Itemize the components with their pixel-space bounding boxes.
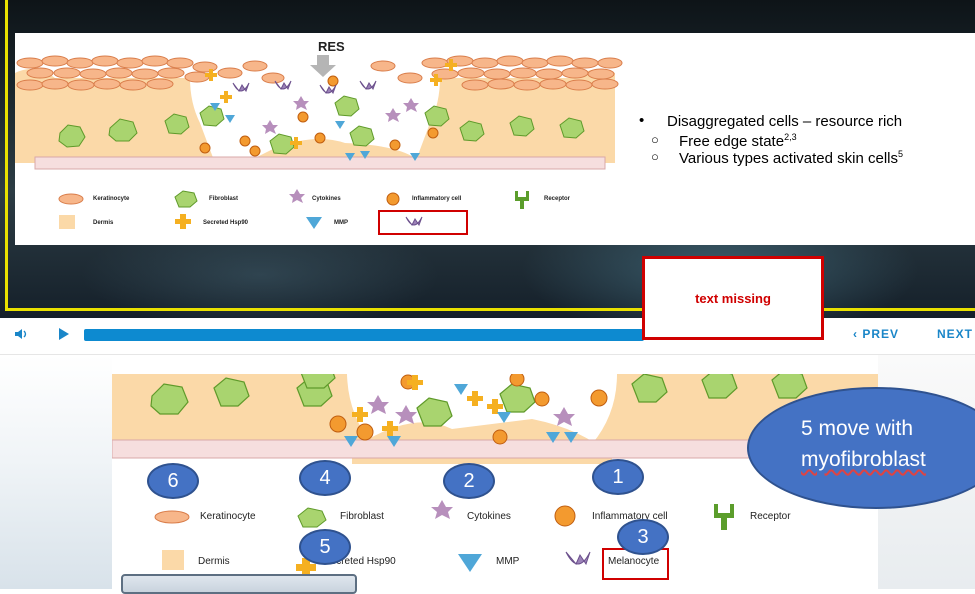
legend-hsp90: Secreted Hsp90	[203, 220, 249, 226]
wound-diagram	[15, 55, 623, 229]
volume-icon[interactable]	[14, 327, 30, 341]
legend-cytokines: Cytokines	[312, 196, 341, 202]
slide-frame	[5, 0, 975, 311]
bullet-sub1-ref: 2,3	[784, 132, 797, 142]
zoom-legend-hsp90: Secreted Hsp90	[324, 556, 396, 567]
next-button[interactable]: NEXT	[937, 327, 973, 341]
bullet-dot-icon: •	[639, 112, 645, 129]
play-icon[interactable]	[58, 328, 70, 340]
background-fade	[0, 355, 112, 589]
bullet-circle-icon: ○	[651, 132, 659, 147]
next-label: NEXT	[937, 327, 974, 341]
callout-line-1: 5 move with	[801, 417, 914, 440]
overlay-panel[interactable]	[121, 574, 357, 594]
marker-2: 2	[443, 463, 495, 499]
bullet-main: Disaggregated cells – resource rich	[667, 113, 903, 130]
video-player: RES Keratinocyte Fibroblast Cytokines In…	[0, 0, 975, 318]
bullet-sub2-ref: 5	[898, 149, 904, 159]
zoom-legend-fibroblast: Fibroblast	[340, 511, 384, 522]
zoomed-wound-diagram	[112, 374, 878, 577]
annotation-text-missing: text missing	[642, 256, 824, 340]
legend-receptor: Receptor	[544, 196, 571, 202]
legend-mmp: MMP	[334, 220, 348, 226]
player-controls: ‹ PREV NEXT	[0, 318, 975, 355]
prev-button[interactable]: ‹ PREV	[853, 327, 899, 341]
marker-5: 5	[299, 529, 351, 565]
marker-4: 4	[299, 460, 351, 496]
legend-keratinocyte: Keratinocyte	[93, 196, 130, 202]
chevron-left-icon: ‹	[853, 327, 863, 341]
zoom-legend-keratinocyte: Keratinocyte	[200, 511, 256, 522]
bullet-sub1: Free edge state	[679, 133, 785, 150]
progress-bar[interactable]	[84, 329, 644, 341]
highlight-box	[378, 210, 468, 235]
legend-inflammatory: Inflammatory cell	[412, 196, 462, 202]
slide-content: RES Keratinocyte Fibroblast Cytokines In…	[15, 33, 975, 245]
bullet-list: • Disaggregated cells – resource rich ○ Fr…	[637, 112, 904, 167]
callout-line-2: myofibroblast	[801, 448, 926, 471]
zoom-legend-melanocyte: Melanocyte	[608, 556, 660, 567]
bullet-sub2: Various types activated skin cells	[679, 150, 898, 167]
marker-1: 1	[592, 459, 644, 495]
zoom-legend-inflammatory: Inflammatory cell	[592, 511, 668, 522]
legend-dermis: Dermis	[93, 220, 114, 226]
zoomed-diagram: Keratinocyte Fibroblast Cytokines Inflam…	[112, 374, 878, 589]
marker-3: 3	[617, 519, 669, 555]
zoom-legend-receptor: Receptor	[750, 511, 791, 522]
res-label: RES	[318, 39, 345, 54]
prev-label: PREV	[862, 327, 900, 341]
zoom-legend-mmp: MMP	[496, 556, 520, 567]
bullet-circle-icon: ○	[651, 149, 659, 164]
marker-6: 6	[147, 463, 199, 499]
zoom-legend-cytokines: Cytokines	[467, 511, 511, 522]
zoom-legend-dermis: Dermis	[198, 556, 230, 567]
legend-fibroblast: Fibroblast	[209, 196, 239, 202]
callout-bubble: 5 move with myofibroblast	[747, 387, 975, 509]
